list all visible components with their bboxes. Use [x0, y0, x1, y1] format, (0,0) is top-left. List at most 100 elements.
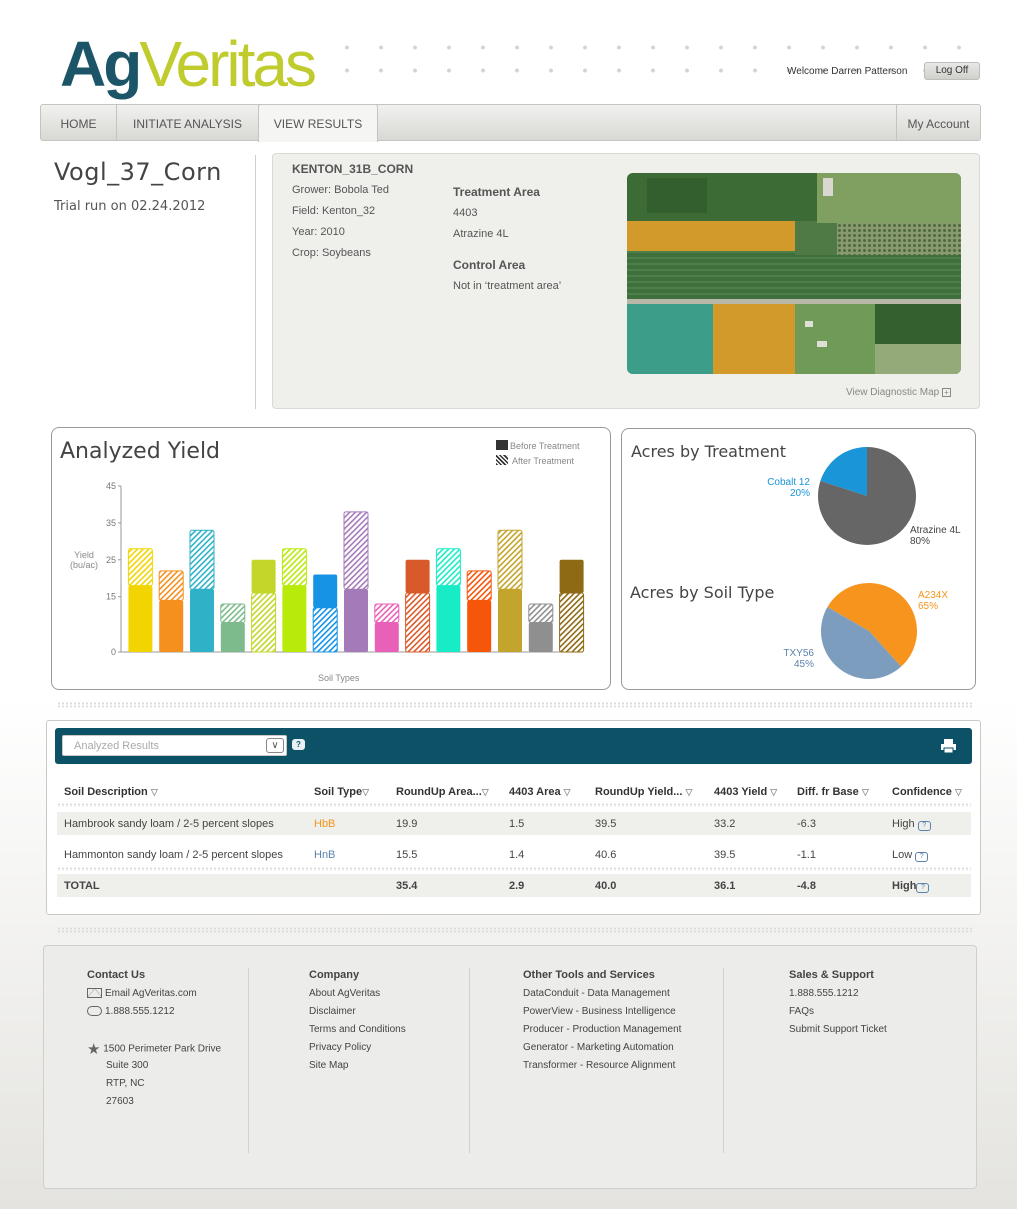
tab-home[interactable]: HOME — [41, 105, 117, 140]
footer-link-about[interactable]: About AgVeritas — [309, 988, 381, 999]
cell-4403-yield: 39.5 — [714, 849, 736, 861]
trial-name: Vogl_37_Corn — [54, 158, 222, 186]
y-tick-label: 35 — [106, 518, 116, 528]
footer-link-powerview[interactable]: PowerView - Business Intelligence — [523, 1006, 676, 1017]
tab-initiate-analysis[interactable]: INITIATE ANALYSIS — [117, 105, 259, 140]
bar-after-treatment[interactable] — [343, 511, 369, 590]
sort-icon: ▽ — [954, 787, 962, 797]
col-soil-type[interactable]: Soil Type▽ — [314, 786, 369, 798]
col-roundup-yield[interactable]: RoundUp Yield... ▽ — [595, 786, 692, 798]
footer-link-terms[interactable]: Terms and Conditions — [309, 1024, 406, 1035]
footer-company-title: Company — [309, 969, 360, 981]
footer-link-dataconduit[interactable]: DataConduit - Data Management — [523, 988, 670, 999]
divider — [255, 155, 256, 409]
bar-after-treatment[interactable] — [466, 570, 492, 601]
bar-before-treatment[interactable] — [467, 600, 492, 652]
logo-part-veritas: Veritas — [139, 28, 317, 100]
sort-icon: ▽ — [150, 787, 158, 797]
bar-after-treatment[interactable] — [127, 548, 153, 587]
footer-link-disclaimer[interactable]: Disclaimer — [309, 1006, 356, 1017]
bar-before-treatment[interactable] — [282, 585, 307, 652]
chevron-down-icon[interactable]: ∨ — [266, 738, 284, 753]
bar-after-treatment[interactable] — [281, 548, 307, 587]
results-dropdown[interactable]: Analyzed Results ∨ — [62, 735, 287, 756]
footer-link-faqs[interactable]: FAQs — [789, 1006, 815, 1017]
footer-link-privacy[interactable]: Privacy Policy — [309, 1042, 372, 1053]
table-row[interactable] — [57, 812, 971, 835]
a234x-label: A234X 65% — [918, 590, 948, 612]
bar-before-treatment[interactable] — [313, 574, 338, 608]
bar-after-treatment[interactable] — [312, 607, 338, 653]
cobalt-pct: 20% — [789, 488, 810, 499]
treatment-id: 4403 — [453, 207, 478, 219]
log-off-button[interactable]: Log Off — [924, 62, 980, 80]
confidence-value: Low — [892, 849, 913, 861]
bar-after-treatment[interactable] — [189, 529, 215, 590]
pie-slice-cobalt-12[interactable] — [820, 447, 867, 496]
cell-roundup-yield: 40.6 — [595, 849, 617, 861]
bar-before-treatment[interactable] — [159, 600, 184, 652]
bar-before-treatment[interactable] — [251, 559, 276, 593]
y-tick-label: 0 — [111, 647, 116, 657]
footer-link-transformer[interactable]: Transformer - Resource Alignment — [523, 1060, 676, 1071]
table-row[interactable] — [57, 843, 971, 866]
bar-before-treatment[interactable] — [405, 559, 430, 593]
col-diff-fr-base[interactable]: Diff. fr Base ▽ — [797, 786, 869, 798]
bar-before-treatment[interactable] — [528, 622, 553, 652]
my-account-link[interactable]: My Account — [896, 105, 980, 140]
bar-before-treatment[interactable] — [190, 589, 214, 652]
bar-after-treatment[interactable] — [497, 529, 523, 590]
phone-text: 1.888.555.1212 — [105, 1006, 175, 1017]
section-divider — [57, 702, 972, 708]
agveritas-logo[interactable]: AgVeritas — [60, 32, 317, 96]
bar-before-treatment[interactable] — [498, 589, 522, 652]
comment-icon[interactable]: ? — [917, 821, 931, 831]
footer-link-producer[interactable]: Producer - Production Management — [523, 1024, 682, 1035]
confidence-value: High — [892, 880, 917, 892]
cell-total-confidence: High? — [892, 880, 930, 893]
footer-link-support-ticket[interactable]: Submit Support Ticket — [789, 1024, 887, 1035]
bar-after-treatment[interactable] — [528, 603, 554, 623]
view-diagnostic-map-link[interactable]: View Diagnostic Map + — [846, 387, 951, 398]
bar-after-treatment[interactable] — [374, 603, 400, 623]
bar-after-treatment[interactable] — [251, 592, 277, 653]
bar-after-treatment[interactable] — [220, 603, 246, 623]
cell-soil-type[interactable]: HnB — [314, 849, 336, 861]
bar-after-treatment[interactable] — [435, 548, 461, 587]
y-axis-label-line1: Yield — [74, 550, 94, 560]
bar-before-treatment[interactable] — [436, 585, 461, 652]
sort-icon: ▽ — [481, 787, 489, 797]
pie-slice-a234x[interactable] — [827, 583, 917, 667]
aerial-field-map[interactable] — [627, 173, 961, 374]
tab-view-results[interactable]: VIEW RESULTS — [258, 104, 378, 142]
bar-before-treatment[interactable] — [128, 585, 153, 652]
bar-after-treatment[interactable] — [158, 570, 184, 601]
footer-email-link[interactable]: Email AgVeritas.com — [87, 988, 197, 999]
col-roundup-area[interactable]: RoundUp Area...▽ — [396, 786, 489, 798]
cell-total-diff: -4.8 — [797, 880, 816, 892]
help-bubble-icon[interactable]: ? — [292, 739, 305, 750]
pie-slice-atrazine-4l[interactable] — [818, 447, 916, 545]
footer-link-generator[interactable]: Generator - Marketing Automation — [523, 1042, 674, 1053]
bar-before-treatment[interactable] — [374, 622, 399, 652]
col-4403-yield[interactable]: 4403 Yield ▽ — [714, 786, 777, 798]
footer-link-sitemap[interactable]: Site Map — [309, 1060, 349, 1071]
bar-before-treatment[interactable] — [220, 622, 245, 652]
bar-before-treatment[interactable] — [559, 559, 584, 593]
header-label: Soil Type — [314, 786, 363, 798]
bar-after-treatment[interactable] — [405, 592, 431, 653]
grower-text: Grower: Bobola Ted — [292, 184, 390, 196]
y-tick-label: 15 — [106, 592, 116, 602]
comment-icon[interactable]: ? — [915, 852, 929, 862]
cell-soil-type[interactable]: HbB — [314, 818, 336, 830]
col-soil-description[interactable]: Soil Description ▽ — [64, 786, 158, 798]
bar-after-treatment[interactable] — [559, 592, 585, 653]
address-line-1: 1500 Perimeter Park Drive — [103, 1043, 222, 1055]
print-icon[interactable] — [940, 738, 957, 754]
footer-divider — [248, 968, 249, 1153]
comment-icon[interactable]: ? — [916, 883, 930, 893]
pie-slice-txy56[interactable] — [821, 607, 902, 679]
col-4403-area[interactable]: 4403 Area ▽ — [509, 786, 571, 798]
col-confidence[interactable]: Confidence ▽ — [892, 786, 962, 798]
bar-before-treatment[interactable] — [344, 589, 368, 652]
